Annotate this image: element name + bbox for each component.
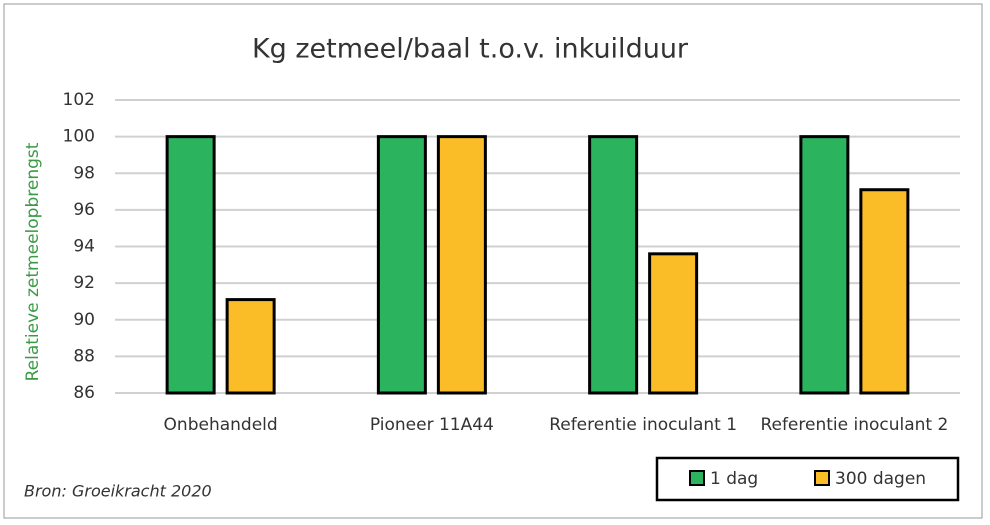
legend-swatch	[814, 470, 830, 486]
x-tick-label: Onbehandeld	[164, 415, 278, 435]
bar	[588, 135, 639, 395]
y-tick-label: 92	[73, 273, 95, 293]
bar	[376, 135, 427, 395]
y-tick-label: 98	[73, 163, 95, 183]
y-tick-label: 102	[63, 90, 95, 110]
source-note: Bron: Groeikracht 2020	[24, 482, 212, 501]
y-tick-label: 100	[63, 127, 95, 147]
bar	[859, 188, 910, 395]
y-tick-label: 96	[73, 200, 95, 220]
y-tick-label: 90	[73, 310, 95, 330]
chart-title: Kg zetmeel/baal t.o.v. inkuilduur	[252, 34, 689, 65]
legend-label: 1 dag	[710, 469, 758, 489]
x-tick-label: Referentie inoculant 2	[760, 415, 948, 435]
y-tick-label: 86	[73, 383, 95, 403]
bar	[648, 252, 699, 395]
x-tick-label: Pioneer 11A44	[370, 415, 494, 435]
y-tick-label: 94	[73, 237, 95, 257]
y-tick-label: 88	[73, 346, 95, 366]
legend-box	[655, 456, 960, 502]
legend-swatch	[689, 470, 705, 486]
bar	[165, 135, 216, 395]
legend-label: 300 dagen	[835, 469, 926, 489]
bar	[225, 298, 276, 395]
bar	[436, 135, 487, 395]
x-tick-label: Referentie inoculant 1	[549, 415, 737, 435]
y-axis-label: Relatieve zetmeelopbrengst	[23, 142, 43, 381]
bar	[799, 135, 850, 395]
